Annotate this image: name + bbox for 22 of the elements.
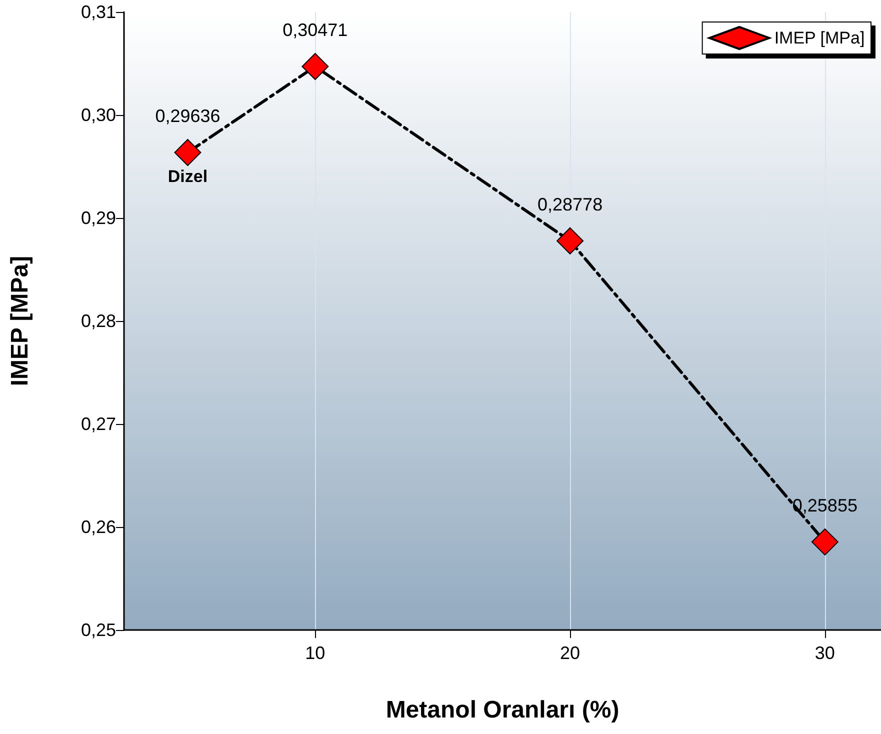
y-tick-label: 0,26 [80,517,116,537]
x-tick-label: 10 [305,643,326,663]
x-tick-label: 20 [560,643,580,663]
point [302,52,329,80]
y-tick-label: 0,27 [80,414,116,434]
annotation: Dizel [168,166,208,186]
data-label: 0,29636 [155,106,220,126]
point [174,138,202,166]
point [556,227,584,254]
y-tick-label: 0,31 [80,2,116,22]
x-tick-label: 30 [814,643,835,663]
y-axis-title: IMEP [MPa] [6,256,34,386]
y-tick-label: 0,30 [80,105,116,125]
data-label: 0,25855 [792,495,858,516]
data-label: 0,30471 [282,20,348,40]
y-tick-label: 0,29 [80,208,116,228]
x-axis-title: Metanol Oranları (%) [386,696,620,724]
legend-label: IMEP [MPa] [774,28,865,48]
data-label: 0,28778 [538,194,603,214]
point [811,528,838,556]
y-tick-label: 0,25 [80,620,116,640]
y-tick-label: 0,28 [80,311,116,331]
